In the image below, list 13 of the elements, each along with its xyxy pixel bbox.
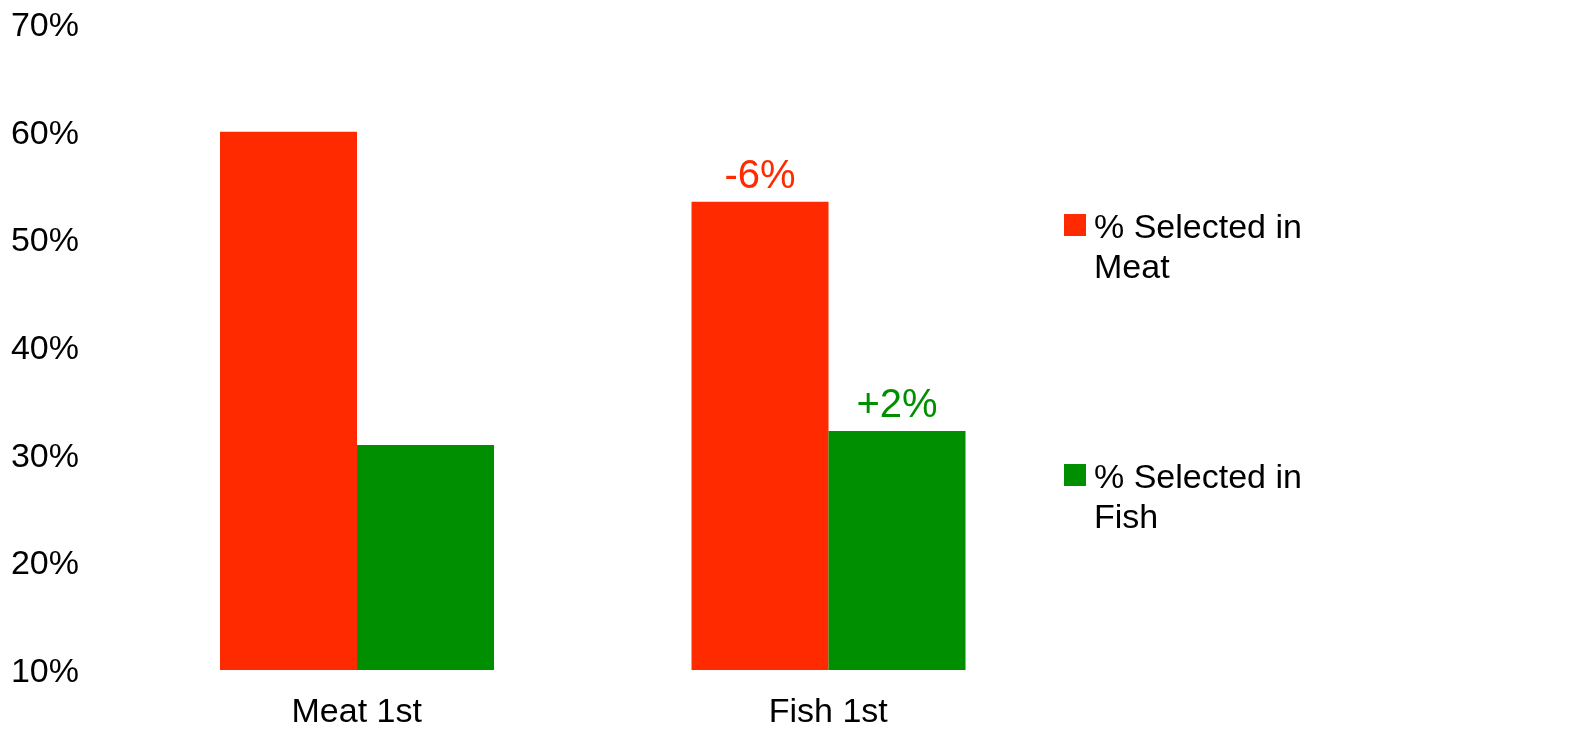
annotation: +2% bbox=[856, 380, 938, 425]
legend-label: % Selected in Fish bbox=[1094, 456, 1303, 536]
legend-label: % Selected in Meat bbox=[1094, 206, 1303, 286]
x-tick-label: Fish 1st bbox=[768, 691, 889, 730]
y-tick-label: 20% bbox=[10, 543, 79, 582]
y-tick-label: 40% bbox=[10, 328, 79, 367]
y-tick-label: 60% bbox=[10, 112, 79, 151]
annotation: -6% bbox=[724, 151, 796, 196]
y-tick-label: 70% bbox=[10, 5, 79, 44]
y-tick-label: 50% bbox=[10, 220, 79, 259]
y-tick-label: 10% bbox=[10, 651, 79, 690]
y-tick-label: 30% bbox=[10, 435, 79, 474]
x-tick-label: Meat 1st bbox=[291, 691, 423, 730]
